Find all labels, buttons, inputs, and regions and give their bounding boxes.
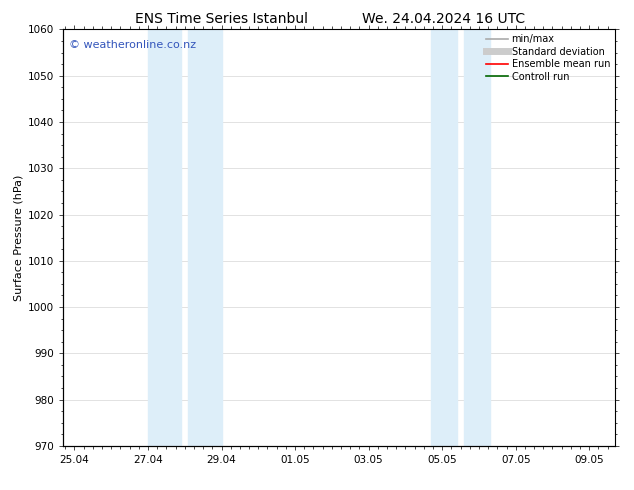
Bar (464, 29, 490, 446)
Y-axis label: Surface Pressure (hPa): Surface Pressure (hPa) (14, 174, 24, 301)
Text: ENS Time Series Istanbul: ENS Time Series Istanbul (136, 12, 308, 26)
Bar (431, 29, 457, 446)
Bar (188, 29, 221, 446)
Legend: min/max, Standard deviation, Ensemble mean run, Controll run: min/max, Standard deviation, Ensemble me… (484, 32, 612, 83)
Text: © weatheronline.co.nz: © weatheronline.co.nz (69, 40, 196, 50)
Text: We. 24.04.2024 16 UTC: We. 24.04.2024 16 UTC (362, 12, 526, 26)
Bar (148, 29, 181, 446)
